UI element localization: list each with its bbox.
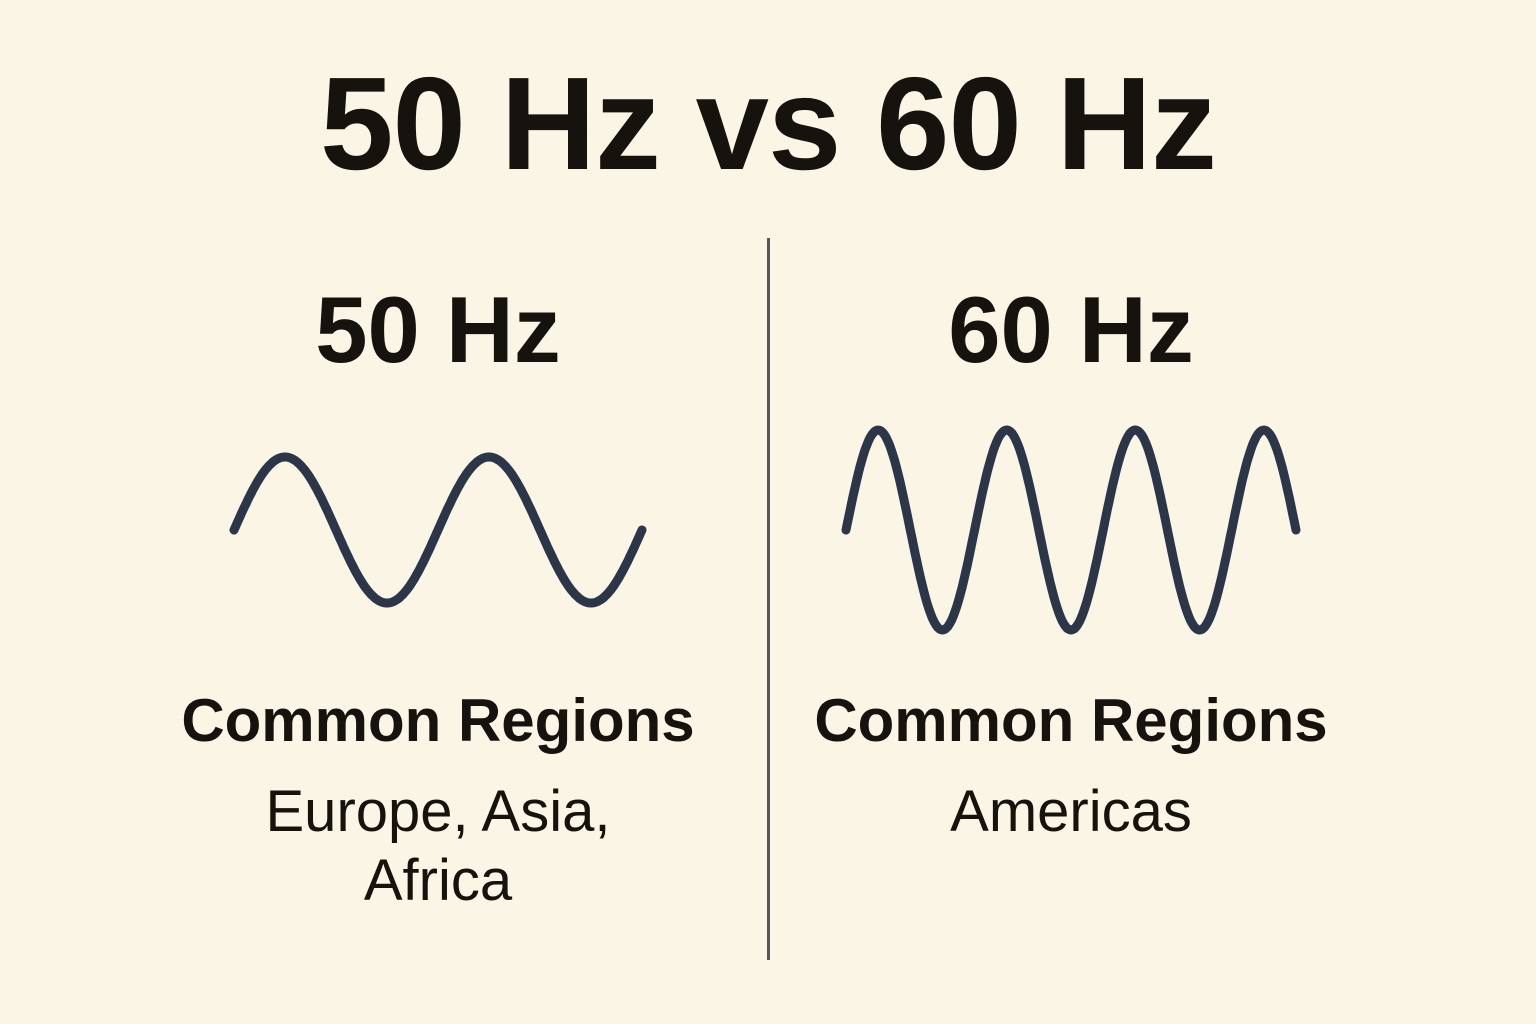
regions-label-50hz: Common Regions xyxy=(181,687,695,755)
divider xyxy=(767,238,770,960)
wave-area-50hz xyxy=(128,395,748,665)
wave-area-60hz xyxy=(788,395,1354,665)
regions-text-60hz: Americas xyxy=(950,779,1192,845)
column-50hz: 50 Hz Common Regions Europe, Asia, Afric… xyxy=(128,278,748,915)
column-60hz: 60 Hz Common Regions Americas xyxy=(788,278,1354,847)
sine-wave-60hz-icon xyxy=(841,425,1301,635)
freq-heading-50hz: 50 Hz xyxy=(315,277,561,382)
freq-heading-60hz: 60 Hz xyxy=(948,277,1194,382)
sine-wave-50hz-icon xyxy=(229,452,647,608)
regions-text-50hz: Europe, Asia, Africa xyxy=(265,779,611,913)
regions-label-60hz: Common Regions xyxy=(814,687,1328,755)
page-title: 50 Hz vs 60 Hz xyxy=(320,50,1217,197)
